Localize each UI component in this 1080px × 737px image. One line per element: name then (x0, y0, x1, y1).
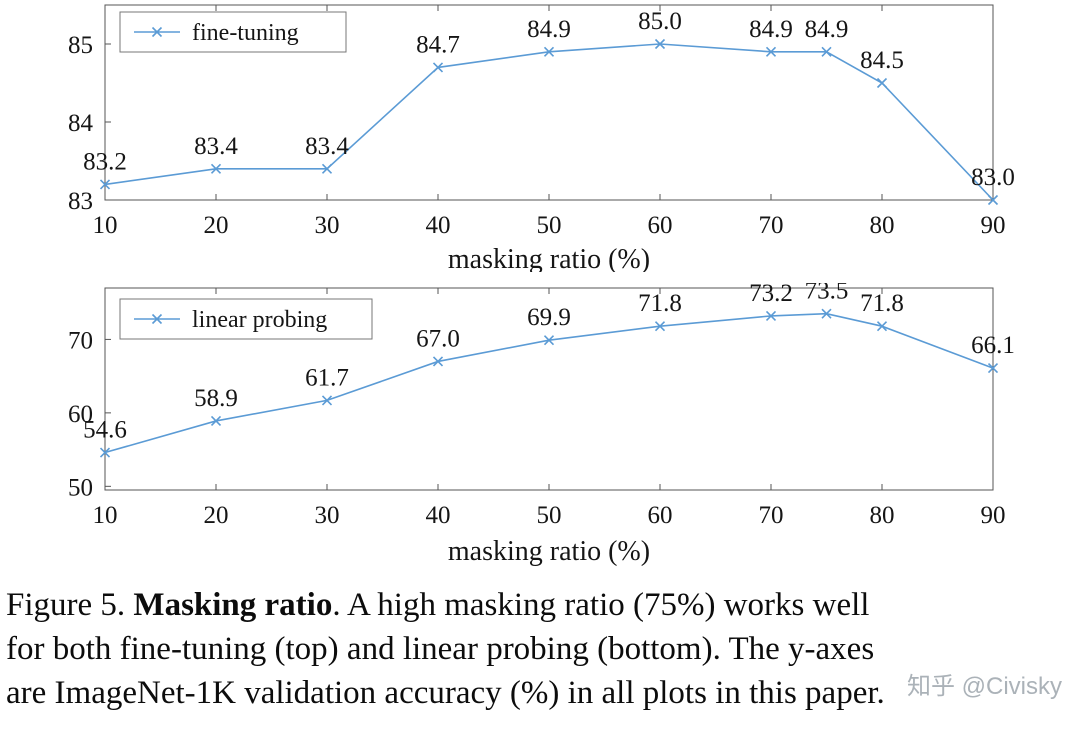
x-tick-label: 90 (981, 502, 1006, 529)
x-marker (987, 194, 999, 206)
x-marker (432, 62, 444, 73)
x-tick-label: 90 (981, 212, 1006, 239)
y-tick-label: 60 (68, 401, 93, 428)
x-marker (432, 356, 444, 367)
x-tick-label: 40 (426, 502, 451, 529)
series-line (104, 43, 994, 201)
x-marker (543, 335, 555, 346)
x-marker (210, 163, 222, 174)
y-tick-label: 85 (68, 32, 93, 59)
x-marker (876, 321, 888, 332)
y-tick-label: 70 (68, 327, 93, 354)
x-marker (210, 415, 222, 427)
x-tick-label: 50 (537, 212, 562, 239)
x-axis-label: masking ratio (%) (448, 536, 650, 567)
x-tick-label: 10 (93, 502, 118, 529)
data-label: 71.8 (860, 290, 904, 317)
y-tick-label: 50 (68, 474, 93, 501)
x-tick-label: 20 (204, 502, 229, 529)
data-label: 83.0 (971, 164, 1015, 191)
data-label: 84.9 (805, 16, 849, 43)
data-label: 69.9 (527, 304, 571, 331)
x-tick-label: 60 (648, 212, 673, 239)
data-label: 71.8 (638, 290, 682, 317)
legend-label: linear probing (192, 307, 327, 333)
data-label: 58.9 (194, 385, 238, 412)
x-tick-label: 50 (537, 502, 562, 529)
x-marker (765, 46, 777, 57)
data-label: 73.2 (749, 283, 793, 307)
data-label: 84.7 (416, 31, 460, 58)
x-tick-label: 80 (870, 502, 895, 529)
y-tick-label: 83 (68, 188, 93, 215)
caption-line-1-rest: . A high masking ratio (75%) works well (332, 587, 870, 623)
x-axis-label: masking ratio (%) (448, 244, 650, 272)
caption-figure-label: Figure 5. (6, 587, 134, 623)
x-tick-label: 70 (759, 212, 784, 239)
series-line (104, 312, 994, 454)
data-label: 84.9 (749, 16, 793, 43)
legend-label: fine-tuning (192, 20, 299, 46)
x-marker (99, 179, 111, 190)
data-label: 54.6 (83, 417, 127, 444)
x-tick-label: 60 (648, 502, 673, 529)
x-marker (654, 321, 666, 332)
data-label: 73.5 (805, 283, 849, 305)
caption-line-3: are ImageNet-1K validation accuracy (%) … (6, 675, 885, 711)
linear-probing-chart: 10 20 30 40 50 60 70 80 90 50 60 70 54.6 58.9 61.7 67.0… (68, 283, 1015, 567)
x-marker (543, 46, 555, 57)
data-label: 66.1 (971, 332, 1015, 359)
data-label: 83.4 (305, 133, 349, 160)
x-marker (876, 77, 888, 89)
x-tick-label: 20 (204, 212, 229, 239)
x-marker (654, 38, 666, 50)
figure-caption: Figure 5. Masking ratio. A high masking … (6, 583, 1074, 715)
x-marker (765, 310, 777, 321)
fine-tuning-chart: 10 20 30 40 50 60 70 80 90 83 84 85 83.2 83.4 83.4 84.7… (68, 4, 1015, 272)
x-tick-label: 10 (93, 212, 118, 239)
x-marker (321, 163, 333, 174)
x-marker (99, 447, 111, 458)
data-label: 83.2 (83, 148, 127, 175)
data-label: 67.0 (416, 325, 460, 352)
legend-marker-icon (151, 313, 163, 325)
x-marker (987, 362, 999, 374)
data-label: 83.4 (194, 133, 238, 160)
x-tick-label: 30 (315, 502, 340, 529)
x-tick-label: 80 (870, 212, 895, 239)
watermark: 知乎 @Civisky (906, 673, 1062, 700)
x-marker (821, 308, 832, 319)
y-tick-label: 84 (68, 110, 94, 137)
x-tick-label: 30 (315, 212, 340, 239)
x-marker (821, 46, 832, 57)
data-label: 84.9 (527, 16, 571, 43)
x-marker (321, 395, 333, 406)
x-tick-label: 70 (759, 502, 784, 529)
data-label: 61.7 (305, 364, 349, 391)
x-tick-label: 40 (426, 212, 451, 239)
data-label: 84.5 (860, 47, 904, 74)
data-label: 85.0 (638, 8, 682, 35)
caption-bold-title: Masking ratio (133, 587, 333, 623)
caption-line-2: for both fine-tuning (top) and linear pr… (6, 631, 875, 667)
caption-line-1: Figure 5. Masking ratio. A high masking … (6, 583, 1074, 627)
legend-marker-icon (151, 26, 163, 38)
